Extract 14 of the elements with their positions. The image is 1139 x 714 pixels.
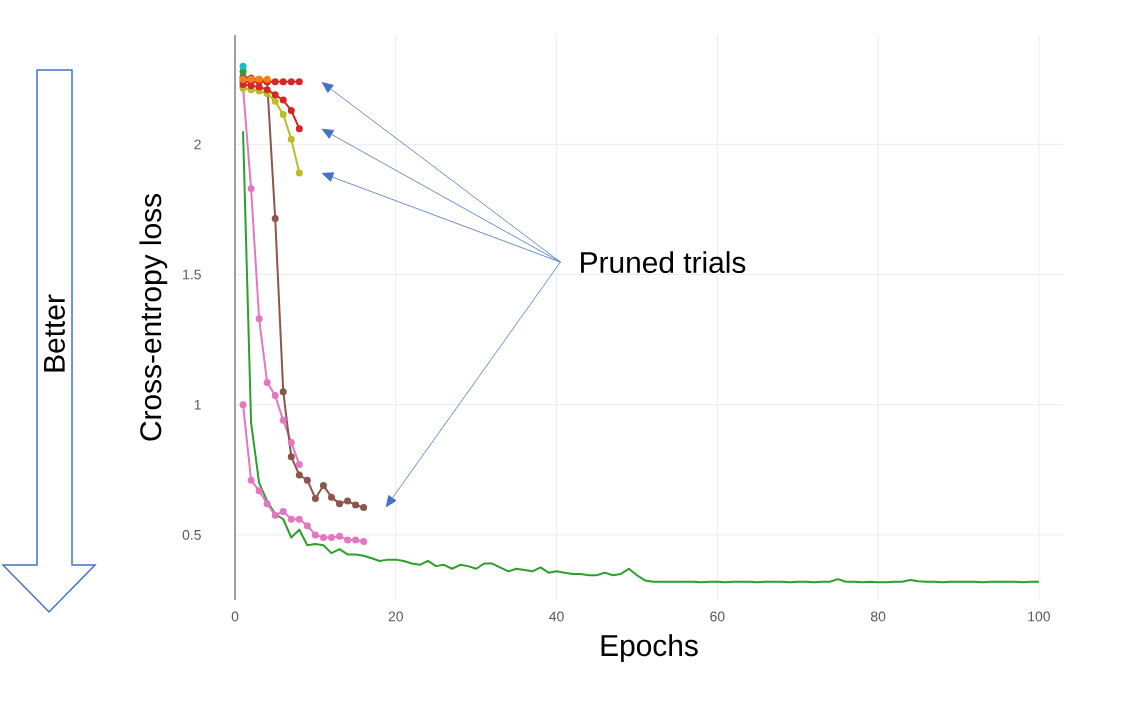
x-tick-label: 40 xyxy=(549,611,564,622)
x-tick-label: 20 xyxy=(388,611,403,622)
x-tick-label: 0 xyxy=(231,611,239,622)
x-tick-label: 60 xyxy=(710,611,725,622)
annotation: Pruned trials xyxy=(581,251,746,274)
y-tick-label: 1 xyxy=(194,399,201,410)
text: Better xyxy=(44,294,65,372)
y-axis-title: Cross-entropy loss xyxy=(139,194,168,441)
x-tick-label: 80 xyxy=(870,611,886,622)
x-tick-label: 100 xyxy=(1028,611,1050,622)
y-tick-label: 1.5 xyxy=(183,269,201,280)
y-tick-label: 2 xyxy=(194,139,201,150)
x-axis-title: Epochs xyxy=(601,634,698,663)
y-tick-label: 0.5 xyxy=(182,529,201,540)
